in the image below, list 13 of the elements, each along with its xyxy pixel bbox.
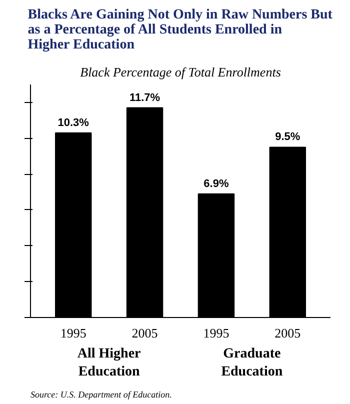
chart-title: Blacks Are Gaining Not Only in Raw Numbers But as a Percentage of All Students Enrolled in Higher Education (28, 8, 333, 52)
source-note: Source: U.S. Department of Education. (30, 390, 172, 400)
data-label: 10.3% (58, 116, 90, 129)
x-tick-label: 2005 (132, 326, 158, 340)
chart-subtitle: Black Percentage of Total Enrollments (80, 64, 281, 80)
data-label: 6.9% (204, 178, 229, 190)
x-tick-label: 1995 (60, 326, 86, 340)
data-label: 11.7% (129, 92, 160, 104)
data-label: 9.5% (275, 131, 300, 144)
x-tick-label: 2005 (274, 326, 301, 340)
text: All Higher Education (77, 346, 141, 380)
text: Graduate Education (221, 346, 283, 380)
x-tick-label: 1995 (203, 326, 230, 340)
